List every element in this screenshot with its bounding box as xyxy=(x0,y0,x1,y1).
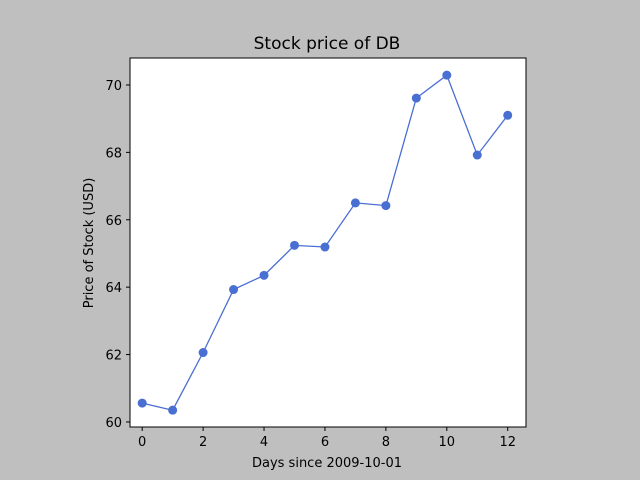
data-point xyxy=(503,110,513,120)
data-point xyxy=(137,398,147,408)
x-tick-label: 12 xyxy=(499,435,516,450)
x-tick-label: 8 xyxy=(382,435,390,450)
x-tick-label: 2 xyxy=(199,435,207,450)
chart-title: Stock price of DB xyxy=(254,34,401,54)
data-point xyxy=(168,405,178,415)
x-tick-label: 10 xyxy=(439,435,456,450)
data-point xyxy=(320,242,330,252)
x-tick-label: 4 xyxy=(260,435,268,450)
y-tick-label: 68 xyxy=(105,146,122,161)
y-tick-label: 62 xyxy=(105,349,122,364)
data-point xyxy=(259,270,269,280)
data-point xyxy=(198,348,208,358)
x-axis: 0 2 4 6 8 10 12 xyxy=(138,427,516,450)
data-point xyxy=(442,70,452,80)
y-tick-label: 66 xyxy=(105,214,122,229)
data-point xyxy=(472,150,482,160)
data-point xyxy=(411,93,421,103)
y-axis: 60 62 64 66 68 70 xyxy=(105,79,130,431)
data-point xyxy=(289,240,299,250)
data-point xyxy=(381,201,391,211)
series-layer xyxy=(137,70,513,415)
x-tick-label: 6 xyxy=(321,435,329,450)
y-tick-label: 70 xyxy=(105,79,122,94)
y-tick-label: 60 xyxy=(105,416,122,431)
y-tick-label: 64 xyxy=(105,281,122,296)
data-point xyxy=(229,285,239,295)
y-axis-label: Price of Stock (USD) xyxy=(82,178,97,309)
data-point xyxy=(350,198,360,208)
x-tick-label: 0 xyxy=(138,435,146,450)
x-axis-label: Days since 2009-10-01 xyxy=(252,456,402,471)
